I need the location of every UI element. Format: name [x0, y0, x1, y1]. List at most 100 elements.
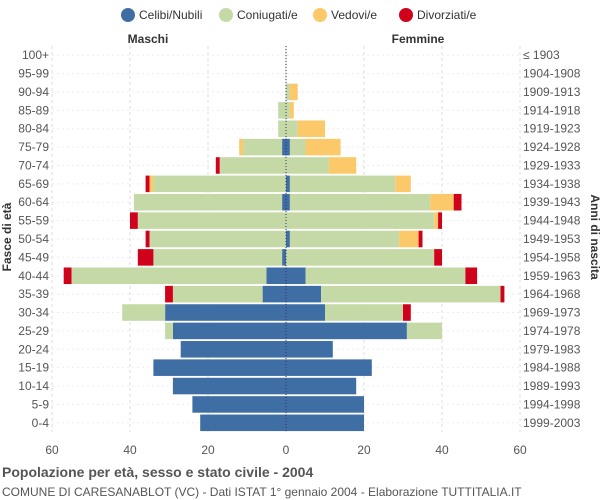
- bar-male-divorziati-35-39: [165, 285, 173, 303]
- bar-male-coniugati-65-69: [153, 175, 286, 193]
- age-label-16: 20-24: [18, 342, 49, 356]
- bar-female-divorziate-40-44: [465, 267, 478, 285]
- x-tick-label-0: 60: [45, 443, 59, 457]
- bar-male-celibi-30-34: [165, 304, 286, 321]
- bar-male-vedovi-65-69: [149, 175, 154, 193]
- year-label-16: 1979-1983: [523, 342, 581, 356]
- bar-male-celibi-40-44: [266, 267, 286, 285]
- bar-male-coniugati-80-84: [278, 120, 286, 137]
- bar-male-divorziati-45-49: [137, 249, 154, 266]
- age-label-6: 70-74: [18, 158, 49, 172]
- legend-marker-1: [219, 8, 233, 22]
- bar-female-vedove-80-84: [297, 120, 325, 137]
- bar-female-divorziate-30-34: [403, 304, 411, 321]
- legend-marker-3: [399, 8, 413, 22]
- bar-female-coniugate-45-49: [286, 249, 435, 266]
- legend-marker-0: [121, 8, 135, 22]
- year-label-14: 1969-1973: [523, 306, 581, 320]
- bar-female-nubili-20-24: [286, 341, 333, 358]
- bar-male-celibi-75-79: [282, 138, 286, 156]
- bar-female-vedove-55-59: [434, 212, 439, 229]
- bar-female-coniugate-50-54: [289, 230, 400, 248]
- bar-female-nubili-25-29: [286, 322, 407, 340]
- x-tick-label-1: 40: [123, 443, 137, 457]
- males-header: Maschi: [128, 32, 169, 46]
- age-label-15: 25-29: [18, 324, 49, 338]
- bar-male-coniugati-50-54: [149, 230, 286, 248]
- year-label-3: 1914-1918: [523, 103, 581, 117]
- bar-female-nubili-0-4: [286, 414, 364, 432]
- bar-female-nubili-75-79: [286, 138, 290, 156]
- bar-male-divorziati-40-44: [63, 267, 72, 285]
- age-label-17: 15-19: [18, 361, 49, 375]
- bar-male-divorziati-70-74: [215, 157, 220, 174]
- bar-male-coniugati-60-64: [133, 193, 283, 211]
- year-label-5: 1924-1928: [523, 140, 581, 154]
- legend-label-0: Celibi/Nubili: [139, 8, 202, 22]
- bar-female-divorziate-45-49: [434, 249, 442, 266]
- bar-male-celibi-45-49: [282, 249, 286, 266]
- year-label-9: 1944-1948: [523, 214, 581, 228]
- bar-female-nubili-65-69: [286, 175, 290, 193]
- age-label-12: 40-44: [18, 269, 49, 283]
- age-group-labels: 100+ 95-99 90-94 85-89 80-84 75-79 70-74 65-69 6…: [18, 48, 49, 430]
- bar-female-coniugate-90-94: [286, 83, 290, 101]
- bar-female-nubili-30-34: [286, 304, 325, 321]
- females-header: Femmine: [392, 32, 445, 46]
- bar-female-vedove-70-74: [328, 157, 357, 174]
- bar-male-celibi-35-39: [262, 285, 286, 303]
- chart-title: Popolazione per età, sesso e stato civil…: [2, 464, 313, 480]
- x-tick-label-4: 20: [357, 443, 371, 457]
- age-label-4: 80-84: [18, 122, 49, 136]
- bar-male-coniugati-35-39: [172, 285, 263, 303]
- bar-male-coniugati-30-34: [122, 304, 166, 321]
- bar-female-coniugate-25-29: [406, 322, 442, 340]
- y-axis-title-right: Anni di nascita: [588, 194, 600, 280]
- year-label-13: 1964-1968: [523, 287, 581, 301]
- year-label-20: 1999-2003: [523, 416, 581, 430]
- bar-male-celibi-20-24: [180, 341, 286, 358]
- bar-female-nubili-10-14: [286, 377, 357, 395]
- age-label-7: 65-69: [18, 177, 49, 191]
- bar-female-nubili-5-9: [286, 396, 364, 413]
- age-label-10: 50-54: [18, 232, 49, 246]
- bar-male-celibi-10-14: [172, 377, 286, 395]
- age-label-14: 30-34: [18, 306, 49, 320]
- bar-female-vedove-50-54: [399, 230, 419, 248]
- bar-male-coniugati-55-59: [137, 212, 286, 229]
- bar-male-celibi-5-9: [192, 396, 286, 413]
- age-label-0: 100+: [22, 48, 49, 62]
- bar-female-coniugate-60-64: [289, 193, 431, 211]
- bar-female-nubili-40-44: [286, 267, 306, 285]
- bar-female-coniugate-40-44: [305, 267, 466, 285]
- bar-male-coniugati-75-79: [243, 138, 283, 156]
- bar-female-divorziate-50-54: [418, 230, 423, 248]
- year-label-1: 1904-1908: [523, 67, 581, 81]
- year-label-0: ≤ 1903: [523, 48, 560, 62]
- bar-female-vedove-75-79: [305, 138, 341, 156]
- bar-male-coniugati-45-49: [153, 249, 283, 266]
- bar-female-divorziate-55-59: [438, 212, 442, 229]
- legend-marker-2: [313, 8, 327, 22]
- age-label-11: 45-49: [18, 250, 49, 264]
- bar-male-coniugati-40-44: [71, 267, 267, 285]
- bar-female-nubili-60-64: [286, 193, 290, 211]
- age-label-13: 35-39: [18, 287, 49, 301]
- bar-male-coniugati-85-89: [278, 102, 286, 119]
- year-label-15: 1974-1978: [523, 324, 581, 338]
- bar-female-vedove-65-69: [395, 175, 411, 193]
- bar-male-divorziati-50-54: [145, 230, 150, 248]
- bar-female-coniugate-35-39: [321, 285, 501, 303]
- bar-female-vedove-85-89: [289, 102, 294, 119]
- year-label-8: 1939-1943: [523, 195, 581, 209]
- legend-label-1: Coniugati/e: [237, 8, 298, 22]
- chart-subtitle: COMUNE DI CARESANABLOT (VC) - Dati ISTAT…: [2, 485, 522, 499]
- bar-female-nubili-35-39: [286, 285, 322, 303]
- age-label-18: 10-14: [18, 379, 49, 393]
- age-label-3: 85-89: [18, 103, 49, 117]
- bar-female-coniugate-30-34: [325, 304, 403, 321]
- bar-male-celibi-60-64: [282, 193, 286, 211]
- bar-female-coniugate-80-84: [286, 120, 298, 137]
- year-label-2: 1909-1913: [523, 85, 581, 99]
- bar-male-vedovi-75-79: [239, 138, 244, 156]
